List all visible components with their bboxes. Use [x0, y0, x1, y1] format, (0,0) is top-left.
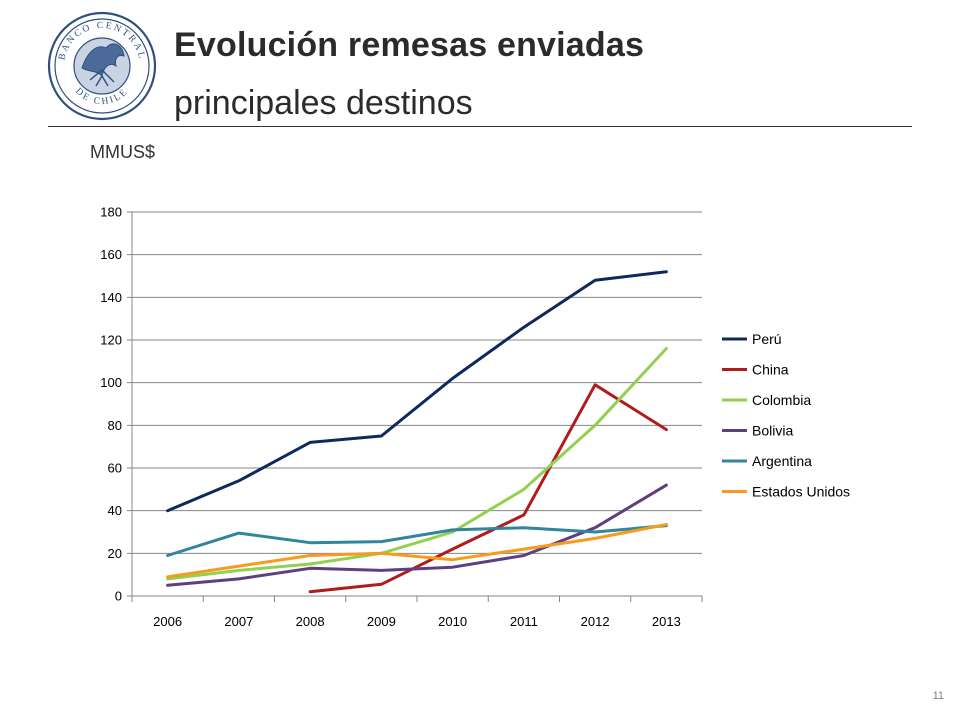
x-tick-label: 2013 [652, 614, 681, 629]
page-title: Evolución remesas enviadas [174, 26, 645, 64]
page-number: 11 [932, 690, 944, 702]
y-tick-label: 100 [100, 375, 122, 390]
banco-central-logo: BANCO CENTRAL DE CHILE [47, 11, 157, 121]
y-tick-label: 120 [100, 333, 122, 348]
legend-label-estados-unidos: Estados Unidos [752, 484, 850, 500]
unit-label: MMUS$ [90, 142, 156, 162]
legend-label-colombia: Colombia [752, 392, 811, 408]
legend-label-argentina: Argentina [752, 453, 812, 469]
x-tick-label: 2008 [296, 614, 325, 629]
y-tick-label: 80 [108, 418, 122, 433]
y-tick-label: 180 [100, 205, 122, 220]
x-tick-label: 2006 [153, 614, 182, 629]
page-subtitle: principales destinos [174, 84, 473, 122]
x-tick-label: 2012 [581, 614, 610, 629]
x-tick-label: 2007 [224, 614, 253, 629]
y-tick-label: 0 [115, 589, 122, 604]
series-line-per [166, 270, 668, 513]
legend-label-bolivia: Bolivia [752, 423, 793, 439]
y-tick-label: 20 [108, 546, 122, 561]
series-line-argentina [166, 524, 668, 557]
x-tick-label: 2011 [510, 614, 538, 629]
series-line-estados-unidos [166, 523, 668, 579]
y-tick-label: 160 [100, 247, 122, 262]
series-line-china [308, 383, 668, 594]
title-divider [48, 126, 912, 127]
series-line-colombia [166, 347, 668, 581]
y-tick-label: 40 [108, 503, 122, 518]
x-tick-label: 2010 [438, 614, 467, 629]
y-tick-label: 60 [108, 461, 122, 476]
legend-label-per: Perú [752, 331, 782, 347]
x-tick-label: 2009 [367, 614, 396, 629]
legend-label-china: China [752, 362, 789, 378]
y-tick-label: 140 [100, 290, 122, 305]
